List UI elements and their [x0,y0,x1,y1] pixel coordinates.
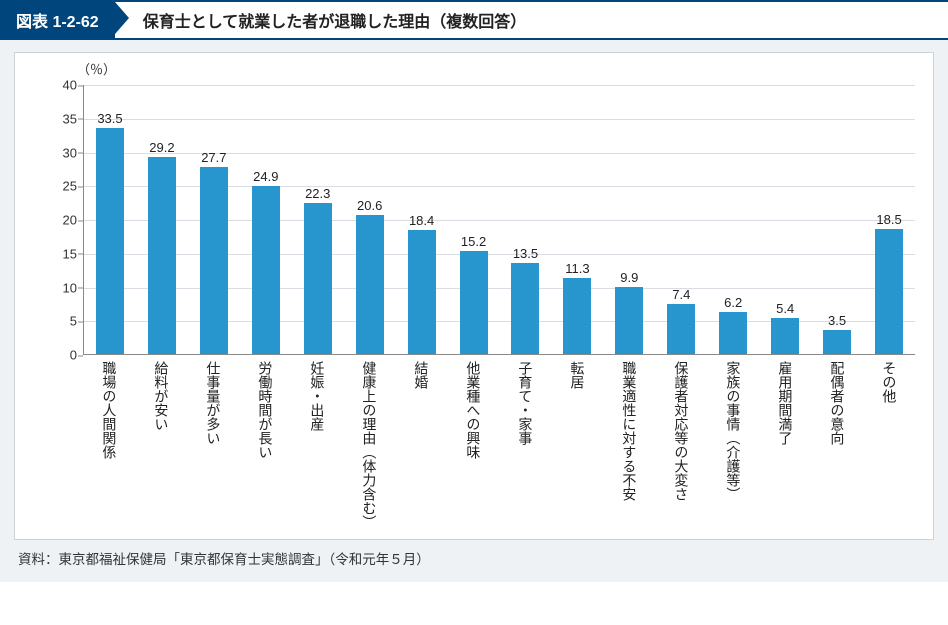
bar-value-label: 33.5 [97,111,122,126]
bar-value-label: 5.4 [776,301,794,316]
x-label-text: 雇用期間満了 [777,361,794,529]
bar-slot: 15.2 [448,234,500,354]
bar [719,312,747,354]
y-tick: 40 [63,78,77,93]
bar [96,128,124,354]
y-tick: 5 [70,314,77,329]
x-label-text: その他 [881,361,898,529]
x-label: 仕事量が多い [187,361,239,529]
bar [200,167,228,354]
x-label-text: 転居 [569,361,586,529]
bar-slot: 3.5 [811,313,863,354]
bar-slot: 7.4 [655,287,707,354]
y-tick: 25 [63,179,77,194]
x-label-text: 給料が安い [153,361,170,529]
x-label: 保護者対応等の大変さ [655,361,707,529]
x-label: 職場の人間関係 [83,361,135,529]
x-label-text: 健康上の理由（体力含む） [361,361,378,529]
figure-title: 保育士として就業した者が退職した理由（複数回答） [115,2,537,38]
x-label-text: 職業適性に対する不安 [621,361,638,529]
bar [304,203,332,354]
bar [823,330,851,354]
x-label: 雇用期間満了 [759,361,811,529]
bar [615,287,643,354]
x-label-text: 仕事量が多い [205,361,222,529]
x-label: 家族の事情（介護等） [707,361,759,529]
bar [875,229,903,354]
bar-chart: （％） 0 5 10 15 20 25 30 35 40 33.5 29.2 27.7 24.9 22.… [14,52,934,540]
bar [771,318,799,354]
x-label-text: 妊娠・出産 [309,361,326,529]
bar-slot: 5.4 [759,301,811,354]
bar-slot: 9.9 [603,270,655,354]
y-tick: 20 [63,213,77,228]
y-axis: 0510152025303540 [33,85,83,355]
bar-slot: 24.9 [240,169,292,354]
x-label: 結婚 [395,361,447,529]
bar [148,157,176,354]
bar [667,304,695,354]
figure-number: 図表 1-2-62 [0,2,115,38]
x-label-text: 職場の人間関係 [101,361,118,529]
bar-slot: 22.3 [292,186,344,354]
x-label: 他業種への興味 [447,361,499,529]
title-bar: 図表 1-2-62 保育士として就業した者が退職した理由（複数回答） [0,0,948,40]
bar-slot: 18.4 [396,213,448,354]
x-label-text: 家族の事情（介護等） [725,361,742,529]
bar-value-label: 18.4 [409,213,434,228]
bar-slot: 33.5 [84,111,136,354]
bar-value-label: 20.6 [357,198,382,213]
bar [460,251,488,354]
bar-slot: 29.2 [136,140,188,354]
x-label-text: 結婚 [413,361,430,529]
x-label: 子育て・家事 [499,361,551,529]
bar-value-label: 15.2 [461,234,486,249]
x-label: 職業適性に対する不安 [603,361,655,529]
source-note: 資料：東京都福祉保健局「東京都保育士実態調査」（令和元年５月） [18,548,948,568]
x-label: 配偶者の意向 [811,361,863,529]
x-label-text: 他業種への興味 [465,361,482,529]
bar-slot: 13.5 [500,246,552,354]
y-tick: 10 [63,280,77,295]
bar [252,186,280,354]
y-tick: 0 [70,348,77,363]
x-label-text: 配偶者の意向 [829,361,846,529]
y-tick: 35 [63,111,77,126]
bar-value-label: 9.9 [620,270,638,285]
x-label: その他 [863,361,915,529]
bar-value-label: 24.9 [253,169,278,184]
y-unit-label: （％） [77,59,116,78]
bar-slot: 27.7 [188,150,240,354]
x-label-text: 労働時間が長い [257,361,274,529]
bar-slot: 6.2 [707,295,759,354]
x-label-text: 保護者対応等の大変さ [673,361,690,529]
bar [511,263,539,354]
x-label-text: 子育て・家事 [517,361,534,529]
bar [408,230,436,354]
bar-value-label: 7.4 [672,287,690,302]
x-label: 転居 [551,361,603,529]
bar-value-label: 13.5 [513,246,538,261]
bar-slot: 11.3 [551,261,603,354]
x-label: 妊娠・出産 [291,361,343,529]
bar-value-label: 3.5 [828,313,846,328]
plot-area: 33.5 29.2 27.7 24.9 22.3 20.6 18.4 15.2 13.5 11.3… [83,85,915,355]
bar-value-label: 11.3 [565,261,589,276]
y-tick: 30 [63,145,77,160]
bar [356,215,384,354]
bar-value-label: 22.3 [305,186,330,201]
bar-slot: 20.6 [344,198,396,354]
bar-slot: 18.5 [863,212,915,354]
x-axis-labels: 職場の人間関係 給料が安い 仕事量が多い 労働時間が長い 妊娠・出産 健康上の理由（体力含… [83,361,915,529]
x-label: 健康上の理由（体力含む） [343,361,395,529]
y-tick: 15 [63,246,77,261]
figure-panel: 図表 1-2-62 保育士として就業した者が退職した理由（複数回答） （％） 0… [0,0,948,582]
bar-value-label: 27.7 [201,150,226,165]
bar-value-label: 18.5 [876,212,901,227]
bar-value-label: 29.2 [149,140,174,155]
bar-value-label: 6.2 [724,295,742,310]
x-label: 労働時間が長い [239,361,291,529]
bar [563,278,591,354]
x-label: 給料が安い [135,361,187,529]
